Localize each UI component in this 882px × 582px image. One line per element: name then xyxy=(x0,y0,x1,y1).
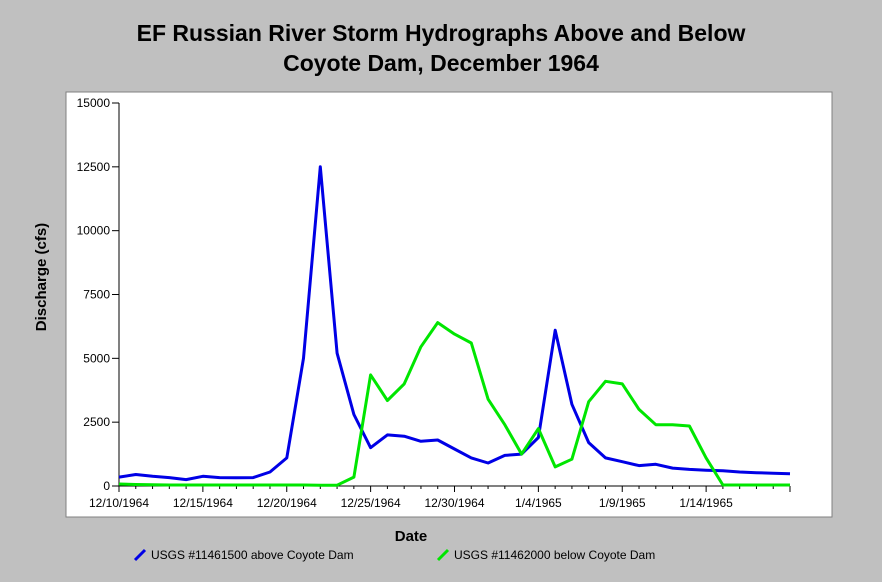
x-tick-label: 12/30/1964 xyxy=(424,496,484,510)
plot-area xyxy=(65,91,833,518)
y-tick-label: 0 xyxy=(103,479,110,493)
chart-title-line2: Coyote Dam, December 1964 xyxy=(283,50,599,76)
y-tick-label: 5000 xyxy=(83,351,110,365)
legend-label-1: USGS #11461500 above Coyote Dam xyxy=(151,548,354,562)
x-axis-title: Date xyxy=(395,528,428,545)
series-layer xyxy=(118,165,791,487)
y-axis: 0 2500 5000 7500 10000 12500 15000 xyxy=(77,96,120,493)
series-line-1 xyxy=(118,165,791,482)
y-tick-label: 7500 xyxy=(83,288,110,302)
x-tick-label: 12/25/1964 xyxy=(341,496,401,510)
series-line-2 xyxy=(118,321,790,487)
y-axis-title: Discharge (cfs) xyxy=(33,223,50,331)
x-tick-label: 12/15/1964 xyxy=(173,496,233,510)
x-tick-label: 12/10/1964 xyxy=(89,496,149,510)
legend-swatch-1 xyxy=(133,548,147,562)
chart-title-line1: EF Russian River Storm Hydrographs Above… xyxy=(136,20,746,46)
legend-swatch-2 xyxy=(436,548,450,562)
y-tick-label: 12500 xyxy=(77,160,111,174)
chart-title: EF Russian River Storm Hydrographs Above… xyxy=(0,18,882,78)
x-tick-label: 1/14/1965 xyxy=(679,496,733,510)
legend-label-2: USGS #11462000 below Coyote Dam xyxy=(454,548,655,562)
legend: USGS #11461500 above Coyote Dam USGS #114… xyxy=(133,548,655,562)
x-tick-label: 12/20/1964 xyxy=(257,496,317,510)
y-tick-label: 15000 xyxy=(77,96,111,110)
y-tick-label: 2500 xyxy=(83,415,110,429)
x-tick-label: 1/9/1965 xyxy=(599,496,646,510)
y-tick-label: 10000 xyxy=(77,224,111,238)
x-tick-label: 1/4/1965 xyxy=(515,496,562,510)
